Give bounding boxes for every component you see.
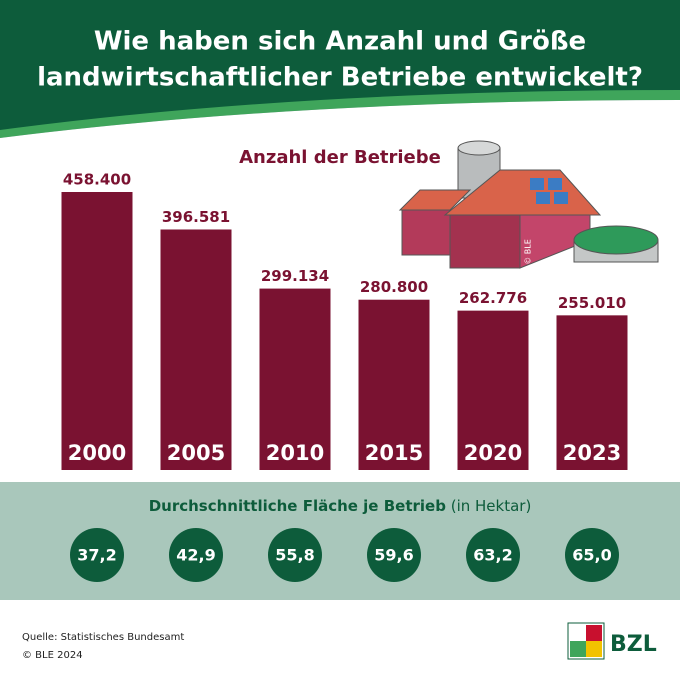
area-circle [565,528,619,582]
value-label: 396.581 [162,208,230,226]
area-value: 59,6 [374,546,413,565]
area-circle [169,528,223,582]
area-value: 42,9 [176,546,215,565]
x-tick-label: 2015 [365,441,423,465]
value-label: 255.010 [558,294,626,312]
logo-icon [570,641,586,657]
header-swoosh [0,90,680,138]
area-circle [367,528,421,582]
x-tick-label: 2020 [464,441,522,465]
bar [556,315,628,470]
title-line: landwirtschaftlicher Betriebe entwickelt… [37,63,643,93]
logo-icon [586,625,602,641]
solar-panel [536,192,550,204]
illustration-credit: © BLE [524,239,533,265]
chart-title: Anzahl der Betriebe [239,147,441,168]
area-unit: (in Hektar) [451,497,532,515]
copyright: © BLE 2024 [22,650,83,661]
x-tick-label: 2010 [266,441,324,465]
area-value: 37,2 [77,546,116,565]
value-label: 280.800 [360,278,428,296]
area-heading: Durchschnittliche Fläche je Betrieb (in … [149,497,532,515]
area-circle [466,528,520,582]
solar-panel [554,192,568,204]
x-tick-label: 2000 [68,441,126,465]
farm-illustration: © BLE [398,140,659,269]
area-value: 63,2 [473,546,512,565]
building [449,214,521,269]
bar [358,299,430,470]
bar [61,192,133,470]
logo-text: BZL [610,632,657,657]
area-circle [70,528,124,582]
area-circle [268,528,322,582]
value-label: 458.400 [63,171,131,189]
area-value: 65,0 [572,546,611,565]
bar [457,310,529,470]
bar [259,288,331,470]
building [401,209,453,256]
area-value: 55,8 [275,546,314,565]
bar [160,229,232,470]
solar-panel [548,178,562,190]
x-tick-label: 2023 [563,441,621,465]
silo-top [457,140,501,156]
x-tick-label: 2005 [167,441,225,465]
logo-icon [586,641,602,657]
source: Quelle: Statistisches Bundesamt [22,632,184,643]
value-label: 262.776 [459,289,527,307]
area-title: Durchschnittliche Fläche je Betrieb [149,497,447,515]
value-label: 299.134 [261,267,329,285]
title-line: Wie haben sich Anzahl und Größe [94,27,586,57]
logo: BZL [567,622,657,660]
solar-panel [530,178,544,190]
tank-top [573,225,659,255]
